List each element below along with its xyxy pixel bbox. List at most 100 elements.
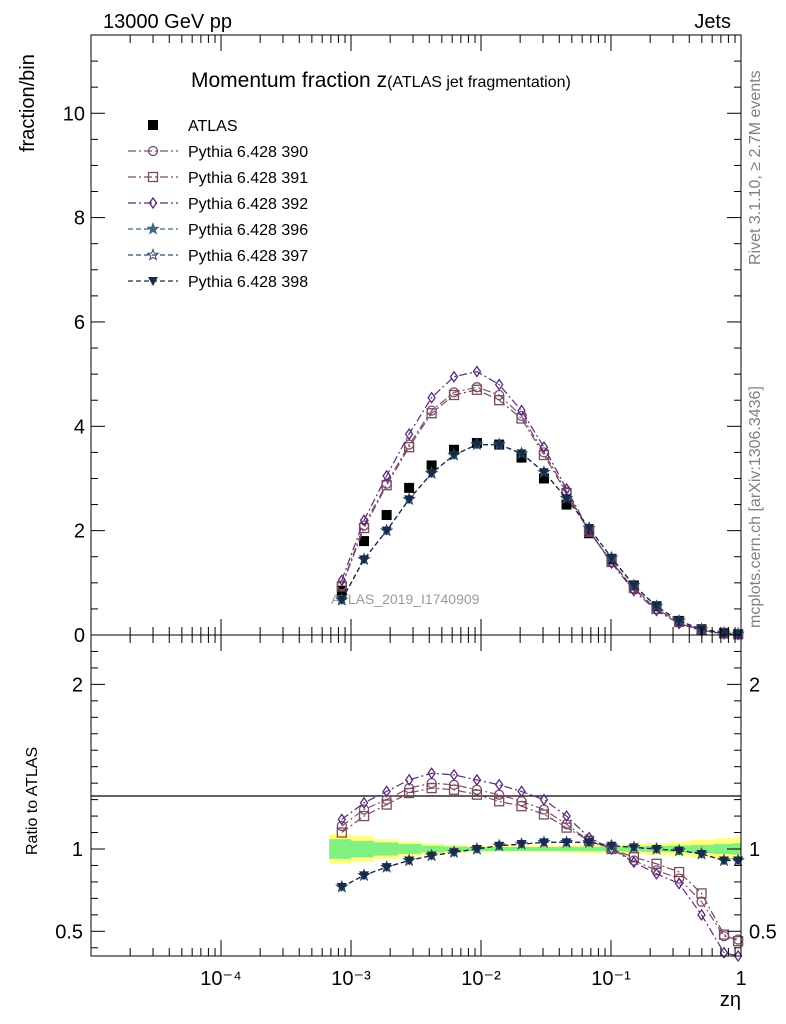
ratio-point	[674, 877, 684, 890]
y-tick-label: 6	[74, 312, 85, 334]
legend-marker	[148, 196, 158, 210]
ratio-point	[336, 882, 347, 892]
ratio-point	[494, 796, 505, 807]
ratio-point	[337, 813, 347, 826]
data-point	[719, 628, 730, 638]
data-point	[404, 427, 414, 441]
data-point	[359, 555, 370, 565]
ratio-point	[733, 949, 743, 963]
ratio-point	[696, 849, 707, 859]
data-point	[404, 495, 415, 505]
ratio-point	[426, 782, 437, 794]
ratio-point	[359, 871, 370, 881]
legend-entry: Pythia 6.428 392	[128, 196, 308, 213]
ratio-point	[336, 827, 347, 838]
data-point	[539, 441, 549, 454]
ratio-y-tick-label: 1	[72, 839, 83, 861]
legend-label: Pythia 6.428 391	[188, 170, 308, 187]
data-point	[426, 460, 437, 471]
ratio-point	[449, 848, 460, 858]
x-tick-label: 10⁻⁴	[200, 968, 241, 990]
legend-label: Pythia 6.428 390	[188, 144, 308, 161]
ratio-point	[494, 841, 505, 851]
legend-marker	[146, 222, 160, 235]
legend-entry: Pythia 6.428 397	[128, 248, 308, 265]
data-point	[651, 602, 662, 612]
data-point	[628, 581, 639, 591]
ratio-point	[494, 789, 505, 800]
data-point	[403, 442, 415, 453]
ratio-point	[732, 936, 744, 947]
ratio-point	[651, 865, 662, 876]
data-point	[472, 365, 482, 378]
data-point	[359, 514, 369, 527]
ratio-point	[494, 778, 504, 791]
data-point	[494, 440, 505, 450]
ratio-point	[696, 888, 707, 899]
data-point	[561, 499, 572, 510]
legend-marker	[147, 145, 159, 157]
y-tick-label: 10	[63, 103, 85, 125]
data-point	[381, 526, 392, 536]
mcplots-label: mcplots.cern.ch [arXiv:1306.3436]	[747, 386, 764, 628]
ratio-point	[629, 856, 639, 869]
data-point	[584, 524, 595, 534]
ratio-series-pythia-6-428-392	[337, 767, 743, 963]
ratio-plot-frame	[90, 634, 742, 957]
ratio-point	[404, 856, 415, 866]
ratio-band-inner	[556, 846, 580, 852]
legend-entry: ATLAS	[148, 118, 238, 135]
legend-label: Pythia 6.428 398	[188, 274, 308, 291]
legend-marker	[146, 248, 160, 261]
legend-label: ATLAS	[188, 118, 238, 135]
data-point	[606, 553, 617, 563]
x-tick-label: 1	[735, 968, 746, 990]
data-point	[584, 528, 595, 539]
data-point	[337, 574, 347, 587]
legend-entry: Pythia 6.428 396	[128, 222, 308, 239]
data-point	[538, 468, 549, 478]
legend-marker	[148, 120, 158, 130]
data-point	[471, 384, 483, 395]
ratio-y-tick-label: 0.5	[749, 921, 777, 943]
rivet-version-label: Rivet 3.1.10, ≥ 2.7M events	[747, 70, 764, 265]
y-tick-label: 8	[74, 208, 85, 230]
ratio-y-tick-label: 0.5	[55, 921, 83, 943]
ratio-point	[538, 809, 550, 820]
ratio-y-tick-label: 1	[749, 839, 760, 861]
data-point	[336, 596, 347, 606]
data-point	[538, 473, 549, 484]
ratio-point	[381, 863, 392, 873]
ratio-point	[562, 809, 571, 823]
data-point	[494, 395, 505, 406]
ratio-point	[449, 768, 459, 782]
x-tick-label: 10⁻³	[331, 968, 371, 990]
ratio-point	[382, 785, 391, 798]
analysis-watermark: ATLAS_2019_I1740909	[331, 591, 480, 607]
ratio-point	[517, 785, 526, 798]
ratio-point	[472, 773, 482, 786]
x-tick-label: 10⁻²	[461, 968, 501, 990]
series-atlas	[336, 438, 744, 639]
legend-marker	[147, 171, 159, 183]
data-point	[381, 510, 392, 520]
ratio-point	[718, 929, 730, 940]
legend-entry: Pythia 6.428 391	[128, 170, 308, 187]
ratio-point	[561, 822, 572, 833]
ratio-point	[606, 841, 617, 851]
data-point	[358, 522, 370, 534]
ratio-band-inner	[579, 846, 602, 852]
ratio-point	[652, 867, 661, 880]
ratio-point	[539, 793, 549, 806]
y-tick-label: 4	[74, 416, 85, 438]
ratio-point	[673, 866, 685, 878]
ratio-series-group	[335, 767, 745, 963]
ratio-point	[358, 810, 370, 822]
energy-label: 13000 GeV pp	[103, 11, 232, 33]
ratio-point	[471, 845, 482, 854]
ratio-point	[381, 799, 392, 810]
ratio-band-inner	[351, 840, 374, 858]
legend-label: Pythia 6.428 392	[188, 196, 308, 213]
ratio-point	[516, 801, 527, 812]
ratio-series-pythia-6-428-390	[336, 778, 744, 945]
